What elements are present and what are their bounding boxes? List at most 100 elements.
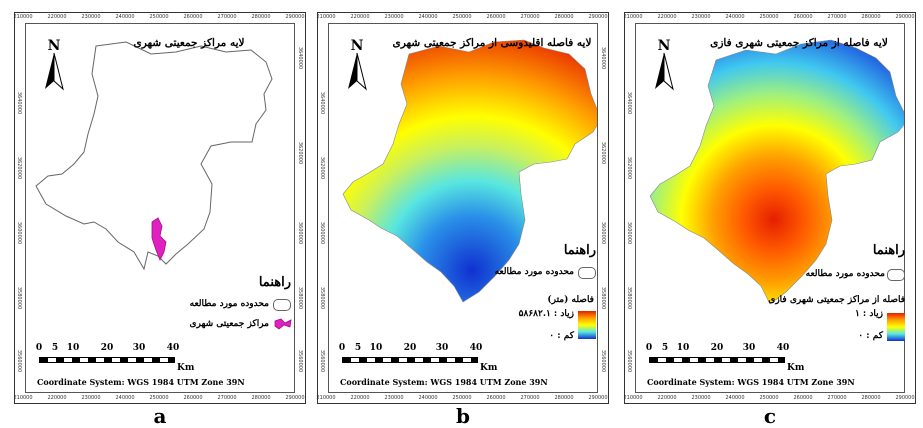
legend-high-value: زیاد : ۵۸۶۸۲.۱ [518, 309, 574, 319]
y-ticks-right: 3640000 3620000 3600000 3580000 3560000 [599, 13, 608, 403]
urban-centers-swatch [274, 318, 292, 330]
scale-label: 0 [645, 343, 653, 353]
tick-label: 260000 [793, 14, 813, 20]
x-ticks-top: 210000 220000 230000 240000 250000 26000… [623, 13, 915, 22]
study-area-boundary [35, 41, 273, 271]
scale-bar-graphic [39, 357, 175, 363]
euclidean-distance-map [342, 39, 597, 303]
legend-title: راهنما [872, 243, 905, 258]
tick-label: 290000 [285, 395, 305, 401]
tick-label: 250000 [759, 395, 779, 401]
legend-urban-centers: مراکز جمعیتی شهری [189, 319, 269, 329]
legend-title: راهنما [563, 243, 596, 258]
tick-label: 220000 [350, 14, 370, 20]
tick-label: 240000 [115, 395, 135, 401]
panel-caption-c: c [763, 404, 777, 428]
tick-label: 3620000 [626, 156, 632, 180]
tick-label: 3560000 [319, 349, 325, 373]
tick-label: 270000 [217, 395, 237, 401]
map-panel-a: 210000 220000 230000 240000 250000 26000… [13, 12, 306, 404]
scale-label: 40 [776, 343, 790, 353]
study-area-swatch [273, 299, 291, 311]
tick-label: 3600000 [297, 221, 303, 245]
legend-distance-title: فاصله (متر) [547, 295, 594, 305]
tick-label: 3600000 [626, 221, 632, 245]
tick-label: 3640000 [297, 46, 303, 70]
study-area-swatch [578, 267, 596, 279]
scale-bar: 0 5 10 20 30 40 [36, 343, 207, 373]
color-ramp [887, 313, 905, 341]
tick-label: 3560000 [626, 349, 632, 373]
tick-label: 280000 [861, 395, 881, 401]
scale-label: 10 [369, 343, 383, 353]
scale-unit: Km [177, 363, 195, 373]
tick-label: 3620000 [297, 141, 303, 165]
study-area-map [35, 41, 273, 271]
fuzzy-distance-map [649, 39, 904, 305]
legend-low-value: کم : ۰ [858, 331, 883, 341]
tick-label: 280000 [554, 14, 574, 20]
fuzzy-distance-surface [649, 39, 904, 305]
scale-unit: Km [787, 363, 805, 373]
tick-label: 210000 [623, 14, 643, 20]
coordinate-system: Coordinate System: WGS 1984 UTM Zone 39N [37, 377, 245, 387]
tick-label: 210000 [316, 14, 336, 20]
tick-label: 220000 [657, 395, 677, 401]
legend-study-area: محدوده مورد مطالعه [805, 269, 885, 279]
tick-label: 230000 [384, 14, 404, 20]
map-panel-b: 210000 220000 230000 240000 250000 26000… [316, 12, 609, 404]
tick-label: 220000 [47, 395, 67, 401]
tick-label: 290000 [588, 14, 608, 20]
tick-label: 3640000 [600, 46, 606, 70]
tick-label: 3600000 [600, 221, 606, 245]
tick-label: 3580000 [319, 286, 325, 310]
tick-label: 280000 [554, 395, 574, 401]
tick-label: 270000 [520, 14, 540, 20]
x-ticks-bottom: 210000 220000 230000 240000 250000 26000… [316, 394, 608, 403]
tick-label: 3600000 [319, 221, 325, 245]
map-frame [25, 23, 295, 393]
tick-label: 280000 [251, 14, 271, 20]
tick-label: 230000 [81, 395, 101, 401]
scale-label: 5 [51, 343, 59, 353]
tick-label: 3620000 [16, 156, 22, 180]
tick-label: 3620000 [319, 156, 325, 180]
tick-label: 3640000 [319, 91, 325, 115]
map-frame [635, 23, 905, 393]
y-ticks-left: 3640000 3620000 3600000 3580000 3560000 [625, 13, 634, 403]
tick-label: 240000 [418, 14, 438, 20]
tick-label: 210000 [13, 395, 33, 401]
north-arrow-icon: N [348, 38, 367, 91]
tick-label: 3640000 [626, 91, 632, 115]
y-ticks-right: 3640000 3620000 3600000 3580000 3560000 [296, 13, 305, 403]
tick-label: 3560000 [297, 349, 303, 373]
scale-label: 30 [742, 343, 756, 353]
x-ticks-bottom: 210000 220000 230000 240000 250000 26000… [623, 394, 915, 403]
panel-caption-b: b [456, 404, 470, 428]
tick-label: 3580000 [16, 286, 22, 310]
legend-study-area: محدوده مورد مطالعه [494, 267, 574, 277]
scale-label: 20 [710, 343, 724, 353]
distance-surface [342, 39, 597, 303]
tick-label: 210000 [316, 395, 336, 401]
scale-label: 30 [132, 343, 146, 353]
x-ticks-bottom: 210000 220000 230000 240000 250000 26000… [13, 394, 305, 403]
tick-label: 3560000 [16, 349, 22, 373]
north-label: N [48, 38, 61, 54]
tick-label: 250000 [452, 14, 472, 20]
coordinate-system: Coordinate System: WGS 1984 UTM Zone 39N [340, 377, 548, 387]
panel-caption-a: a [153, 404, 167, 428]
tick-label: 250000 [452, 395, 472, 401]
scale-label: 30 [435, 343, 449, 353]
scale-label: 0 [338, 343, 346, 353]
scale-label: 40 [469, 343, 483, 353]
tick-label: 260000 [183, 395, 203, 401]
y-ticks-left: 3640000 3620000 3600000 3580000 3560000 [15, 13, 24, 403]
map-title: لایه فاصله اقلیدوسی از مراکز جمعیتی شهری [392, 37, 592, 49]
tick-label: 260000 [793, 395, 813, 401]
scale-bar-graphic [649, 357, 785, 363]
tick-label: 250000 [759, 14, 779, 20]
tick-label: 240000 [725, 14, 745, 20]
tick-label: 250000 [149, 14, 169, 20]
tick-label: 270000 [827, 14, 847, 20]
